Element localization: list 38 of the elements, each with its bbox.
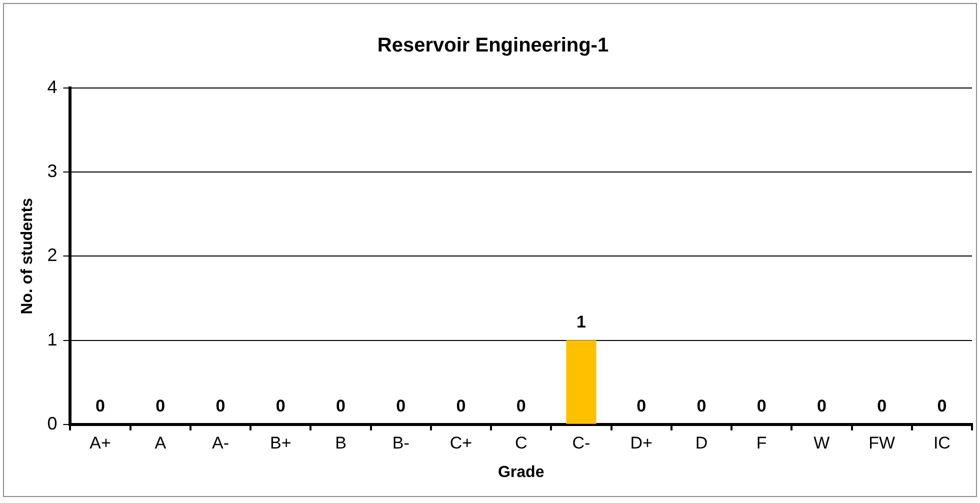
data-label: 0 bbox=[276, 396, 286, 416]
data-label: 0 bbox=[396, 396, 406, 416]
x-tick-label: FW bbox=[868, 433, 896, 452]
x-tick-label: A+ bbox=[90, 433, 111, 452]
data-label: 0 bbox=[216, 396, 226, 416]
x-tick-label: C+ bbox=[450, 433, 472, 452]
x-tick-label: A bbox=[154, 433, 167, 452]
data-label: 0 bbox=[516, 396, 526, 416]
x-tick-label: C bbox=[514, 433, 528, 452]
x-tick-label: F bbox=[756, 433, 767, 452]
x-tick-label: B- bbox=[392, 433, 410, 452]
chart-title: Reservoir Engineering-1 bbox=[377, 34, 609, 57]
data-label: 0 bbox=[937, 396, 947, 416]
data-label: 0 bbox=[756, 396, 766, 416]
data-label: 0 bbox=[96, 396, 106, 416]
data-label: 0 bbox=[877, 396, 887, 416]
x-tick-label: B+ bbox=[270, 433, 292, 452]
y-tick-label: 3 bbox=[47, 161, 58, 182]
y-axis-title: No. of students bbox=[19, 198, 36, 314]
data-label: 0 bbox=[456, 396, 466, 416]
x-tick-label: IC bbox=[933, 433, 950, 452]
x-axis-title: Grade bbox=[498, 464, 544, 481]
x-tick-label: W bbox=[814, 433, 830, 452]
data-label: 0 bbox=[156, 396, 166, 416]
x-tick-label: B bbox=[335, 433, 346, 452]
y-tick-label: 2 bbox=[47, 245, 58, 266]
x-tick-label: C- bbox=[572, 433, 590, 452]
x-tick-label: D bbox=[695, 433, 708, 452]
data-label: 0 bbox=[636, 396, 646, 416]
data-label: 0 bbox=[336, 396, 346, 416]
x-tick-label: A- bbox=[212, 433, 230, 452]
data-label: 0 bbox=[696, 396, 706, 416]
x-tick-label: D+ bbox=[630, 433, 653, 452]
y-tick-label: 0 bbox=[47, 413, 58, 434]
y-tick-label: 4 bbox=[47, 76, 58, 97]
y-tick-label: 1 bbox=[47, 329, 58, 350]
data-label: 0 bbox=[816, 396, 826, 416]
data-label: 1 bbox=[576, 312, 586, 332]
